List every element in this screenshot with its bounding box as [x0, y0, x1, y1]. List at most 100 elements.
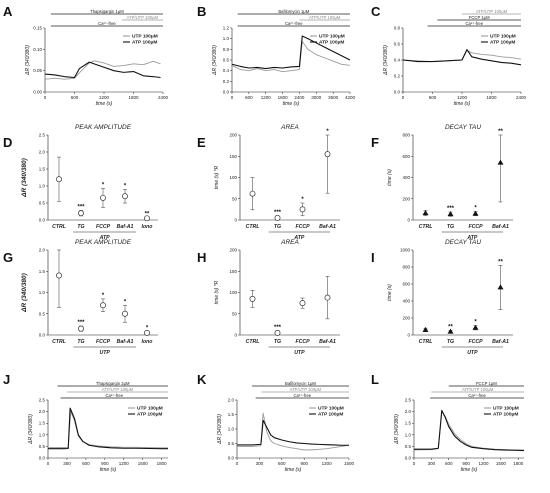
treatment-label: ATP/UTP 100μM [462, 387, 494, 392]
series-atp-line [231, 35, 351, 70]
group-label: UTP [467, 350, 478, 356]
y-tick-label: 0.8 [223, 47, 230, 52]
y-tick-label: 0.0 [223, 90, 230, 95]
x-tick-label: 0 [47, 461, 50, 466]
y-tick-label: 0.5 [39, 201, 46, 206]
y-tick-label: 0.2 [223, 79, 230, 84]
data-point [299, 300, 306, 307]
x-tick-label: 1800 [128, 95, 139, 100]
y-tick-label: 1.5 [39, 269, 46, 274]
y-tick-label: 2.0 [39, 409, 46, 414]
panel-letter: L [371, 372, 379, 387]
data-point [249, 190, 256, 197]
series-atp-line [237, 419, 349, 446]
panel-letter: G [3, 250, 13, 265]
legend-label: UTP 100μM [318, 406, 344, 412]
y-tick-label: 2.0 [228, 398, 235, 403]
significance-label: ** [448, 324, 453, 330]
treatment-label: ATP/UTP 100μM [476, 9, 508, 14]
x-axis-label: time (s) [96, 101, 113, 107]
x-tick-label: 1200 [261, 95, 272, 100]
category-label: FCCP [468, 224, 483, 230]
treatment-label: Ca²⁺-free [294, 393, 312, 398]
x-axis-label: time (s) [461, 467, 478, 473]
significance-label: *** [447, 206, 455, 212]
x-tick-label: 0 [413, 461, 416, 466]
treatment-label: ATP/UTP 100μM [102, 387, 134, 392]
panel-title: PEAK AMPLITUDE [75, 239, 132, 246]
y-tick-label: 1000 [400, 248, 411, 253]
y-tick-label: 1.5 [39, 421, 46, 426]
legend-label: ATP 100μM [137, 412, 162, 418]
panel-c: C 0.0 0.2 0.4 0.6 0.8 ΔR (340/380) 0 600 1200 1800… [371, 4, 527, 107]
data-point [56, 272, 62, 279]
y-tick-label: 200 [229, 248, 237, 253]
significance-label: * [146, 326, 149, 332]
group-label: UTP [294, 350, 305, 356]
treatment-label: Ca²⁺-free [466, 21, 484, 26]
panel-title: DECAY TAU [445, 124, 481, 131]
y-tick-label: 0.15 [33, 26, 42, 31]
x-tick-label: 1200 [457, 95, 468, 100]
x-tick-label: 1200 [478, 461, 489, 466]
category-label: Baf-A1 [492, 224, 509, 230]
group-label: UTP [99, 350, 110, 356]
data-point [274, 214, 281, 221]
y-tick-label: 0.5 [39, 444, 46, 449]
category-label: TG [274, 224, 281, 230]
category-label: CTRL [246, 224, 260, 230]
y-tick-label: 2.0 [39, 150, 46, 155]
y-tick-label: 2.0 [405, 409, 412, 414]
panel-h: H 0 50 100 150 200 time (s) *R AREA CTRL TG *** FCC… [197, 239, 340, 356]
significance-label: ** [498, 129, 503, 135]
data-point [122, 310, 128, 317]
y-tick-label: 1.0 [223, 36, 230, 41]
category-label: Baf-A1 [117, 224, 134, 230]
y-tick-label: 1.0 [405, 432, 412, 437]
x-tick-label: 0 [402, 95, 405, 100]
y-axis-label: time (s) [387, 169, 393, 186]
y-axis-label: ΔR (340/380) [383, 45, 389, 76]
data-point [249, 295, 256, 302]
significance-label: * [474, 320, 477, 326]
legend-label: UTP 100μM [137, 406, 163, 412]
panel-d: D 0.0 0.5 1.0 1.5 2.0 2.5 ΔR (340/380) PEAK AMPL… [3, 124, 158, 241]
y-tick-label: 800 [402, 265, 410, 270]
data-point [422, 210, 429, 216]
x-axis-label: time (s) [454, 101, 471, 107]
treatment-label: ATP/UTP 100μM [127, 15, 159, 20]
treatment-label: Ca²⁺-free [468, 393, 486, 398]
x-tick-label: 900 [300, 461, 308, 466]
data-point [122, 193, 128, 200]
group-label: ATP [99, 235, 111, 241]
data-point [144, 329, 150, 336]
x-tick-label: 600 [429, 95, 437, 100]
panel-j: J 0.0 0.5 1.0 1.5 2.0 2.5 ΔR (340/380) 0 300 600 90… [3, 372, 168, 473]
y-tick-label: 50 [232, 311, 238, 316]
y-tick-label: 400 [402, 299, 410, 304]
y-tick-label: 0.0 [39, 456, 46, 461]
x-axis-label: time (s) [285, 467, 302, 473]
y-tick-label: 1.0 [39, 184, 46, 189]
treatment-label: Thapsigargin 1μM [90, 9, 124, 14]
data-point [447, 328, 454, 334]
treatment-label: Ca²⁺-free [106, 393, 124, 398]
x-tick-label: 1500 [138, 461, 149, 466]
category-label: CTRL [246, 339, 260, 345]
y-tick-label: 50 [232, 196, 238, 201]
y-axis-label: time (s) [387, 284, 393, 301]
category-label: Iono [142, 224, 153, 230]
y-axis-label: ΔR (340/380) [28, 414, 34, 445]
legend-label: ATP 100μM [490, 40, 515, 46]
data-point [472, 210, 479, 216]
y-axis-label: ΔR (340/380) [21, 158, 28, 198]
y-tick-label: 0.4 [223, 68, 230, 73]
y-axis-label: time (s) *R [214, 280, 220, 304]
data-point [497, 159, 504, 165]
x-tick-label: 2400 [158, 95, 169, 100]
category-label: FCCP [468, 339, 483, 345]
series-atp-line [48, 407, 168, 450]
panel-title: PEAK AMPLITUDE [75, 124, 132, 131]
panel-letter: H [197, 250, 206, 265]
treatment-label: Thapsigargin 2μM [96, 381, 130, 386]
